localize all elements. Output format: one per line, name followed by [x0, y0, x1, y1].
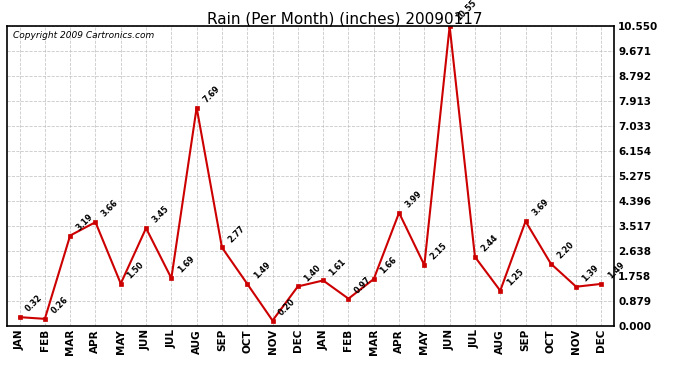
Text: 0.26: 0.26 — [50, 295, 70, 315]
Text: 1.49: 1.49 — [606, 260, 627, 280]
Text: Rain (Per Month) (inches) 20090117: Rain (Per Month) (inches) 20090117 — [207, 11, 483, 26]
Text: 0.20: 0.20 — [277, 297, 297, 317]
Text: 2.77: 2.77 — [226, 224, 247, 244]
Text: 7.69: 7.69 — [201, 84, 221, 104]
Text: 10.55: 10.55 — [454, 0, 478, 23]
Text: Copyright 2009 Cartronics.com: Copyright 2009 Cartronics.com — [13, 31, 155, 40]
Text: 2.20: 2.20 — [555, 240, 576, 260]
Text: 0.32: 0.32 — [24, 293, 44, 314]
Text: 3.19: 3.19 — [75, 212, 95, 232]
Text: 3.99: 3.99 — [404, 189, 424, 209]
Text: 1.66: 1.66 — [378, 255, 399, 276]
Text: 1.50: 1.50 — [126, 260, 146, 280]
Text: 1.39: 1.39 — [581, 263, 601, 283]
Text: 3.45: 3.45 — [150, 204, 171, 225]
Text: 1.40: 1.40 — [302, 263, 323, 283]
Text: 1.69: 1.69 — [176, 255, 196, 275]
Text: 1.61: 1.61 — [328, 257, 348, 277]
Text: 2.44: 2.44 — [480, 233, 500, 254]
Text: 2.15: 2.15 — [429, 242, 449, 262]
Text: 0.97: 0.97 — [353, 275, 373, 295]
Text: 1.25: 1.25 — [505, 267, 525, 287]
Text: 1.49: 1.49 — [252, 260, 272, 280]
Text: 3.66: 3.66 — [100, 198, 120, 219]
Text: 3.69: 3.69 — [530, 198, 551, 218]
